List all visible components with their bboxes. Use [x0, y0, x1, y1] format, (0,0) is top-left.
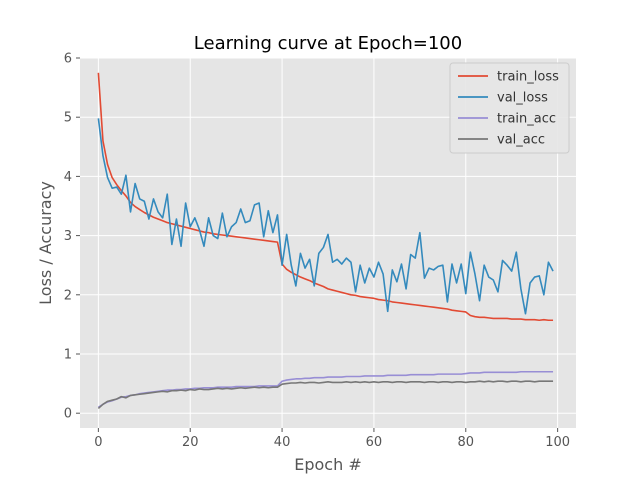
x-tick-label: 40	[274, 435, 291, 450]
chart-title: Learning curve at Epoch=100	[194, 33, 462, 54]
series-line-val-loss	[97, 118, 554, 315]
legend: train_loss val_loss train_acc val_acc	[449, 62, 570, 154]
x-tick-label: 20	[182, 435, 199, 450]
y-tick-label: 0	[64, 407, 72, 422]
series-line-train-acc	[97, 370, 554, 408]
y-tick-label: 5	[64, 111, 72, 126]
y-tick-label: 2	[64, 288, 72, 303]
legend-label: val_loss	[497, 91, 548, 106]
x-axis-label: Epoch #	[294, 455, 361, 474]
y-axis-label: Loss / Accuracy	[36, 181, 55, 305]
series-line-val-acc	[97, 380, 554, 410]
y-tick-label: 4	[64, 170, 72, 185]
legend-label: val_acc	[497, 133, 545, 148]
x-tick-label: 60	[366, 435, 383, 450]
y-tick-label: 6	[64, 52, 72, 67]
series-line-train-loss	[97, 72, 554, 322]
y-tick-label: 1	[64, 348, 72, 363]
y-tick-label: 3	[64, 229, 72, 244]
legend-label: train_acc	[497, 112, 556, 127]
x-tick-label: 0	[94, 435, 102, 450]
legend-label: train_loss	[497, 70, 559, 85]
legend-box	[449, 62, 570, 154]
axis-ticks: 0 20 40 60 80 100 0 1 2 3 4 5 6	[64, 52, 570, 451]
x-tick-label: 80	[458, 435, 475, 450]
x-tick-label: 100	[545, 435, 570, 450]
series-lines	[97, 72, 554, 410]
